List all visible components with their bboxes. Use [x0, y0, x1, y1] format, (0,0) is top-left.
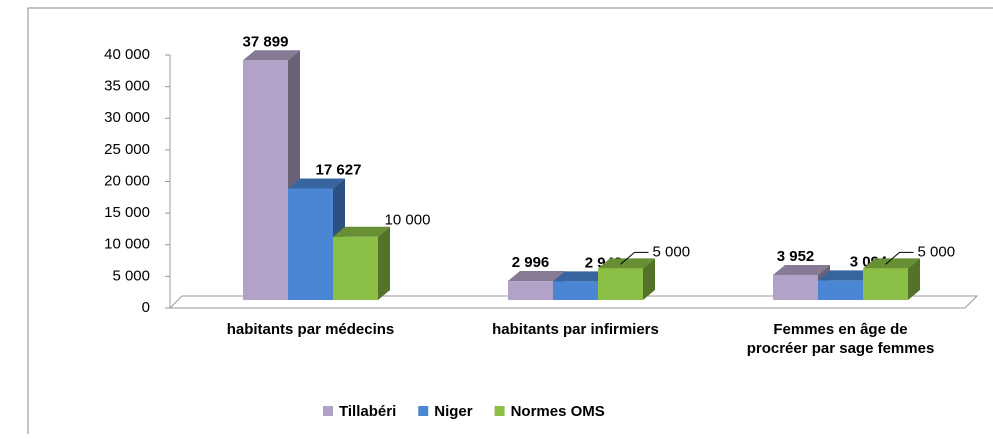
bar-side: [643, 258, 655, 300]
bar: [863, 268, 908, 300]
bar: [333, 236, 378, 300]
bar-top: [863, 258, 920, 269]
bar-top: [288, 178, 345, 189]
frame: [27, 7, 993, 439]
bar: [818, 280, 863, 300]
legend-label: Normes OMS: [511, 403, 605, 420]
y-tick-label: 5 000: [112, 267, 150, 284]
bar: [288, 188, 333, 300]
y-tick-label: 20 000: [104, 172, 150, 189]
bar: [598, 268, 643, 300]
legend-label: Tillabéri: [339, 403, 396, 420]
legend-label: Niger: [434, 403, 473, 420]
bar: [773, 275, 818, 300]
value-label: 5 000: [653, 243, 691, 260]
value-label: 17 627: [316, 161, 362, 178]
bar-top: [773, 265, 830, 276]
value-label: 5 000: [918, 243, 956, 260]
bar: [243, 60, 288, 301]
y-tick-label: 35 000: [104, 78, 150, 95]
bar-top: [818, 270, 875, 281]
value-label: 3 952: [777, 248, 815, 265]
leader-line: [620, 251, 649, 265]
x-tick-label: habitants par infirmiers: [492, 321, 659, 338]
leader-line: [885, 251, 914, 265]
value-label: 2 996: [512, 254, 550, 271]
x-tick-label: Femmes en âge de procréer par sage femme…: [746, 321, 935, 357]
bar-side: [378, 226, 390, 300]
y-tick-label: 25 000: [104, 141, 150, 158]
bar-top: [333, 226, 390, 237]
bar: [553, 281, 598, 300]
bar-top: [598, 258, 655, 269]
bar-top: [243, 50, 300, 61]
y-tick-label: 0: [142, 299, 150, 316]
y-tick-label: 30 000: [104, 109, 150, 126]
y-tick-label: 40 000: [104, 46, 150, 63]
y-tick-label: 15 000: [104, 204, 150, 221]
y-tick-label: 10 000: [104, 236, 150, 253]
bar-top: [508, 271, 565, 282]
legend-swatch: [494, 406, 505, 416]
x-tick-label: habitants par médecins: [226, 321, 395, 338]
bar-top: [553, 271, 610, 282]
value-label: 10 000: [385, 212, 431, 229]
bar: [508, 281, 553, 300]
legend-swatch: [418, 406, 429, 416]
legend-swatch: [323, 406, 333, 416]
value-label: 37 899: [243, 33, 289, 50]
bar-side: [908, 258, 920, 300]
